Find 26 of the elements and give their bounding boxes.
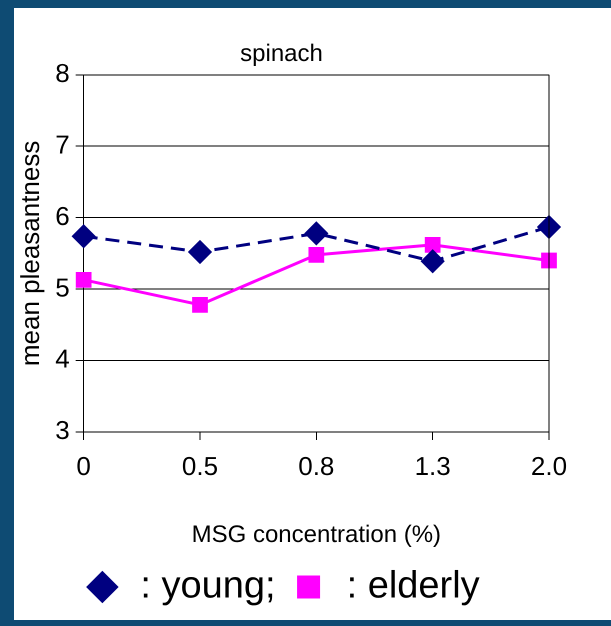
point	[72, 224, 96, 248]
y-tick-label: 6	[55, 200, 70, 231]
y-axis-title: mean pleasantness	[14, 140, 45, 366]
y-tick-label: 4	[55, 344, 70, 374]
point	[304, 222, 328, 245]
point	[541, 252, 557, 268]
chart-title: spinach	[240, 40, 323, 68]
legend-label: : elderly	[346, 564, 480, 606]
x-tick-label: 0.5	[182, 450, 218, 481]
point	[308, 246, 324, 263]
x-tick-label: 2.0	[530, 450, 568, 481]
point	[192, 296, 208, 313]
x-tick-label: 0.8	[298, 450, 334, 481]
point	[538, 215, 560, 238]
point	[421, 250, 444, 273]
y-tick-label: 3	[55, 415, 70, 446]
point	[424, 236, 441, 253]
x-tick-label: 1.3	[414, 450, 451, 481]
y-tick-label: 5	[55, 272, 70, 302]
y-tick-label: 8	[55, 58, 70, 88]
legend-label: : young;	[140, 564, 276, 606]
x-tick-label: 0	[76, 450, 91, 481]
point	[76, 272, 92, 288]
y-tick-label: 7	[55, 129, 70, 160]
x-axis-title: MSG concentration (%)	[192, 521, 442, 548]
point	[188, 240, 212, 264]
